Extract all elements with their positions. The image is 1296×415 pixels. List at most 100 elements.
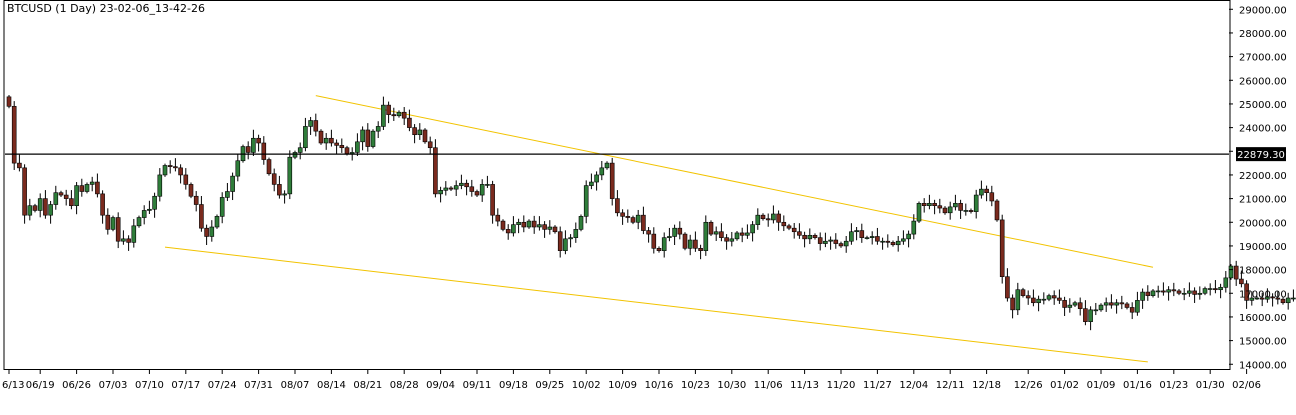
candle	[256, 134, 261, 152]
candle-body	[573, 229, 579, 238]
candle	[667, 227, 672, 242]
candle	[225, 182, 230, 201]
candle-body	[453, 185, 459, 190]
candle-body	[630, 217, 636, 223]
x-tick-label: 09/25	[535, 380, 564, 391]
candle-body	[1166, 289, 1171, 293]
candle-body	[303, 126, 308, 149]
candle-body	[708, 221, 714, 235]
x-tick-label: 10/23	[681, 380, 710, 391]
candle	[17, 154, 22, 172]
candle	[131, 218, 137, 248]
candle-body	[1150, 290, 1156, 296]
candle-body	[979, 188, 984, 196]
x-tick-label: 11/06	[754, 380, 783, 391]
candle-body	[516, 221, 521, 225]
candle	[271, 168, 277, 192]
y-tick-label: 24000.00	[1239, 124, 1287, 135]
candle-body	[308, 120, 313, 127]
candle-body	[323, 137, 329, 144]
candle	[1083, 300, 1088, 326]
candle-body	[880, 240, 885, 243]
candle-body	[1218, 287, 1223, 291]
candle-body	[360, 129, 365, 143]
candle	[1187, 282, 1192, 297]
candle-body	[698, 248, 703, 251]
x-tick-label: 06/26	[62, 380, 91, 391]
candle	[698, 244, 703, 260]
candle-body	[807, 234, 813, 240]
candle-body	[1244, 283, 1249, 301]
candle-body	[1093, 309, 1099, 312]
candle	[973, 189, 979, 219]
x-tick-label: 09/18	[499, 380, 528, 391]
candle	[1280, 297, 1286, 305]
candle-body	[469, 186, 475, 192]
candle	[115, 212, 121, 249]
candle	[651, 227, 657, 254]
plot-frame	[3, 0, 1231, 370]
candle	[672, 224, 677, 245]
candle-body	[667, 236, 672, 238]
candle	[375, 121, 381, 139]
x-tick-label: 07/17	[171, 380, 200, 391]
x-tick-label: 08/14	[317, 380, 346, 391]
candle	[230, 172, 235, 201]
candle	[427, 136, 433, 155]
candle	[921, 198, 927, 213]
candle-body	[1197, 292, 1203, 295]
current-price-label: 22879.30	[1237, 150, 1285, 161]
candle	[1124, 302, 1130, 310]
candle	[323, 133, 329, 150]
y-tick-label: 17000.00	[1239, 289, 1287, 300]
candle-body	[427, 141, 433, 149]
candle-body	[646, 230, 651, 235]
candle	[505, 224, 511, 240]
candle	[32, 203, 38, 213]
candle-body	[984, 188, 989, 193]
candle	[729, 231, 735, 247]
candle	[953, 194, 958, 211]
candle-body	[620, 212, 625, 217]
candle	[141, 205, 147, 225]
candle-body	[485, 184, 490, 186]
candle	[292, 150, 298, 160]
candle	[490, 180, 495, 224]
candle-body	[193, 195, 199, 205]
chart-title: BTCUSD (1 Day) 23-02-06_13-42-26	[7, 2, 205, 15]
candle-body	[126, 238, 131, 243]
candle	[734, 231, 740, 241]
candle-body	[765, 218, 771, 221]
candle-body	[48, 204, 53, 216]
candle-body	[635, 214, 641, 223]
candle	[266, 157, 272, 176]
candle	[136, 215, 142, 228]
candle-body	[1223, 277, 1229, 288]
x-tick-label: 07/03	[99, 380, 128, 391]
candle	[537, 216, 542, 231]
candle-body	[266, 159, 272, 175]
candle	[999, 214, 1005, 284]
candle-body	[251, 137, 256, 153]
candle	[63, 189, 69, 206]
candle-body	[1067, 304, 1073, 308]
candle	[604, 161, 610, 170]
candle	[22, 164, 27, 224]
candle-body	[875, 236, 880, 242]
candle	[911, 214, 917, 240]
candle	[547, 220, 553, 235]
candle	[542, 221, 547, 238]
candle	[885, 234, 891, 248]
candle-body	[511, 224, 516, 234]
candle	[1150, 289, 1156, 298]
candle-body	[95, 181, 100, 195]
candle-body	[932, 203, 937, 207]
candle	[687, 234, 693, 256]
candle-body	[1202, 288, 1208, 294]
candle-body	[261, 142, 267, 160]
candle-body	[412, 127, 417, 136]
candle-body	[563, 238, 568, 251]
candle	[209, 220, 215, 242]
x-tick-label: 01/23	[1159, 380, 1188, 391]
candle-body	[173, 166, 178, 169]
